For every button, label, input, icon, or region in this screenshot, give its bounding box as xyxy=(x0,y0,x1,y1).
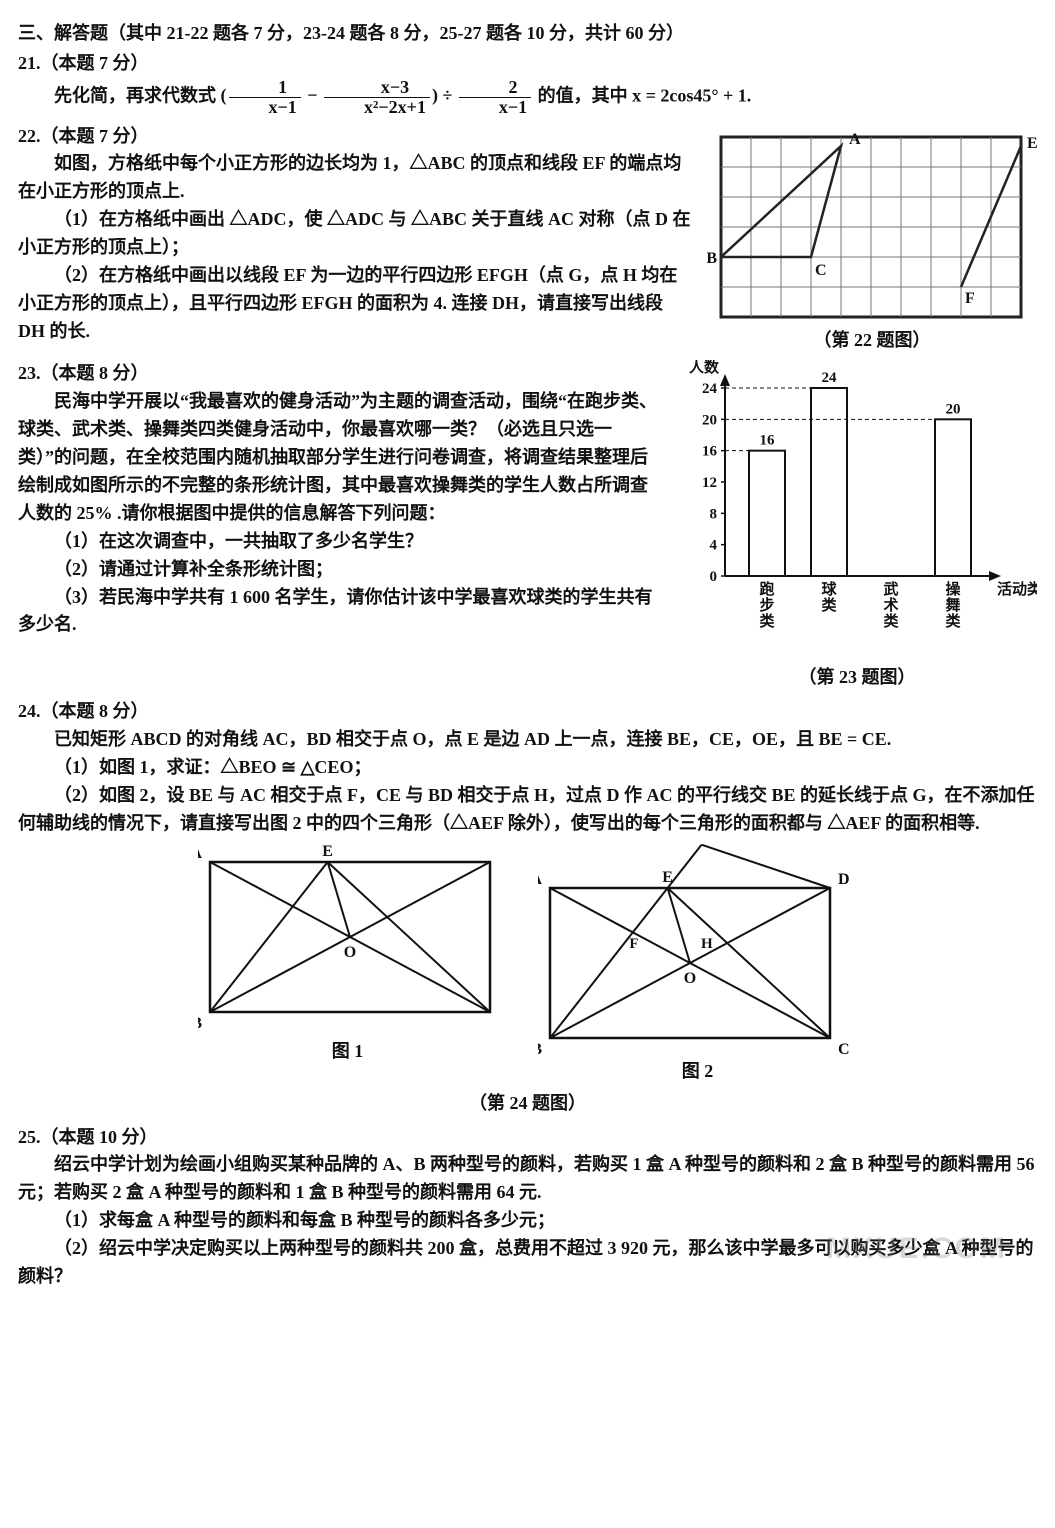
svg-text:24: 24 xyxy=(702,381,718,397)
q24-fig1cap: 图 1 xyxy=(332,1038,364,1066)
svg-text:H: H xyxy=(700,936,712,952)
frac1-den: x−1 xyxy=(229,98,301,117)
svg-text:舞: 舞 xyxy=(945,596,960,614)
q23-figcap: （第 23 题图） xyxy=(799,664,916,692)
q25-p2: （1）求每盒 A 种型号的颜料和每盒 B 种型号的颜料各多少元； xyxy=(18,1207,1037,1235)
svg-text:8: 8 xyxy=(710,507,718,523)
q21-tail: 的值，其中 x = 2cos45° + 1. xyxy=(538,85,752,105)
svg-text:武: 武 xyxy=(883,580,898,598)
svg-text:12: 12 xyxy=(702,475,717,491)
q22-figcap: （第 22 题图） xyxy=(814,327,931,355)
svg-text:操: 操 xyxy=(945,580,961,598)
frac3-num: 2 xyxy=(459,78,531,98)
q22-grid-svg: A B C E F xyxy=(707,123,1037,323)
svg-text:步: 步 xyxy=(759,597,774,614)
q24: 24.（本题 8 分） 已知矩形 ABCD 的对角线 AC，BD 相交于点 O，… xyxy=(18,698,1037,1117)
svg-text:类: 类 xyxy=(759,612,775,630)
svg-text:人数: 人数 xyxy=(689,360,720,376)
q24-p2: （1）如图 1，求证：△BEO ≅ △CEO； xyxy=(18,754,1037,782)
svg-text:A: A xyxy=(538,871,542,888)
svg-text:20: 20 xyxy=(702,413,717,429)
svg-text:B: B xyxy=(538,1041,542,1054)
q22-p2: （1）在方格纸中画出 △ADC，使 △ADC 与 △ABC 关于直线 AC 对称… xyxy=(18,206,693,262)
q25-head: 25.（本题 10 分） xyxy=(18,1124,1037,1152)
q21: 21.（本题 7 分） 先化简，再求代数式 (1x−1 − x−3x²−2x+1… xyxy=(18,50,1037,117)
svg-text:活动类别: 活动类别 xyxy=(997,580,1037,598)
svg-text:类: 类 xyxy=(883,612,899,630)
svg-text:术: 术 xyxy=(883,596,898,614)
section-title: 三、解答题（其中 21-22 题各 7 分，23-24 题各 8 分，25-27… xyxy=(18,20,1037,48)
svg-text:16: 16 xyxy=(702,444,718,460)
svg-text:类: 类 xyxy=(945,612,961,630)
q21-head: 21.（本题 7 分） xyxy=(18,50,1037,78)
q23-figure: 04812162024人数活动类别16跑步类24球类武术类20操舞类 （第 23… xyxy=(677,360,1037,692)
q24-figcap: （第 24 题图） xyxy=(18,1090,1037,1118)
q23-head: 23.（本题 8 分） xyxy=(18,360,663,388)
q25-p1: 绍云中学计划为绘画小组购买某种品牌的 A、B 两种型号的颜料，若购买 1 盒 A… xyxy=(18,1151,1037,1207)
q21-formula: (1x−1 − x−3x²−2x+1) ÷ 2x−1 xyxy=(221,85,538,105)
q23-p2: （1）在这次调查中，一共抽取了多少名学生？ xyxy=(18,528,663,556)
frac2-den: x²−2x+1 xyxy=(324,98,430,117)
q24-fig2-svg: ADBCEOGFH xyxy=(538,844,858,1054)
q23-p4: （3）若民海中学共有 1 600 名学生，请你估计该中学最喜欢球类的学生共有多少… xyxy=(18,584,663,640)
q24-p1: 已知矩形 ABCD 的对角线 AC，BD 相交于点 O，点 E 是边 AD 上一… xyxy=(18,726,1037,754)
frac2-num: x−3 xyxy=(324,78,430,98)
q21-intro: 先化简，再求代数式 xyxy=(54,85,216,105)
svg-text:B: B xyxy=(198,1015,202,1032)
q24-figures: ADBCEO 图 1 ADBCEOGFH 图 2 xyxy=(18,844,1037,1086)
q25-p3: （2）绍云中学决定购买以上两种型号的颜料共 200 盒，总费用不超过 3 920… xyxy=(18,1235,1037,1291)
q23-p3: （2）请通过计算补全条形统计图； xyxy=(18,556,663,584)
q22-p1: 如图，方格纸中每个小正方形的边长均为 1，△ABC 的顶点和线段 EF 的端点均… xyxy=(18,150,693,206)
svg-text:F: F xyxy=(965,290,975,307)
q21-body: 先化简，再求代数式 (1x−1 − x−3x²−2x+1) ÷ 2x−1 的值，… xyxy=(18,78,1037,117)
svg-text:A: A xyxy=(198,845,202,862)
q22-p3: （2）在方格纸中画出以线段 EF 为一边的平行四边形 EFGH（点 G，点 H … xyxy=(18,262,693,346)
svg-text:24: 24 xyxy=(822,370,838,386)
svg-text:跑: 跑 xyxy=(759,580,774,598)
q24-fig2: ADBCEOGFH 图 2 xyxy=(538,844,858,1086)
q24-fig1-svg: ADBCEO xyxy=(198,844,498,1034)
q22: 22.（本题 7 分） 如图，方格纸中每个小正方形的边长均为 1，△ABC 的顶… xyxy=(18,123,1037,355)
q24-p3: （2）如图 2，设 BE 与 AC 相交于点 F，CE 与 BD 相交于点 H，… xyxy=(18,782,1037,838)
svg-text:F: F xyxy=(629,936,638,952)
q22-head: 22.（本题 7 分） xyxy=(18,123,693,151)
svg-text:O: O xyxy=(683,970,695,987)
q24-fig2cap: 图 2 xyxy=(682,1058,714,1086)
svg-text:E: E xyxy=(322,844,333,860)
frac3-den: x−1 xyxy=(459,98,531,117)
frac1-num: 1 xyxy=(229,78,301,98)
svg-text:O: O xyxy=(343,944,355,961)
svg-text:E: E xyxy=(1027,135,1037,152)
q23-chart-svg: 04812162024人数活动类别16跑步类24球类武术类20操舞类 xyxy=(677,360,1037,660)
svg-text:4: 4 xyxy=(710,538,718,554)
svg-text:类: 类 xyxy=(821,596,837,614)
svg-text:球: 球 xyxy=(821,580,837,598)
svg-text:D: D xyxy=(838,871,850,888)
svg-text:16: 16 xyxy=(760,433,776,449)
q23: 23.（本题 8 分） 民海中学开展以“我最喜欢的健身活动”为主题的调查活动，围… xyxy=(18,360,1037,692)
svg-text:C: C xyxy=(815,262,827,279)
q25: 25.（本题 10 分） 绍云中学计划为绘画小组购买某种品牌的 A、B 两种型号… xyxy=(18,1124,1037,1291)
q22-figure: A B C E F （第 22 题图） xyxy=(707,123,1037,355)
q24-head: 24.（本题 8 分） xyxy=(18,698,1037,726)
svg-text:A: A xyxy=(849,131,861,148)
q23-p1: 民海中学开展以“我最喜欢的健身活动”为主题的调查活动，围绕“在跑步类、球类、武术… xyxy=(18,388,663,527)
q24-fig1: ADBCEO 图 1 xyxy=(198,844,498,1086)
svg-text:B: B xyxy=(707,250,717,267)
svg-text:0: 0 xyxy=(710,569,718,585)
svg-text:20: 20 xyxy=(946,402,961,418)
svg-text:C: C xyxy=(838,1041,850,1054)
